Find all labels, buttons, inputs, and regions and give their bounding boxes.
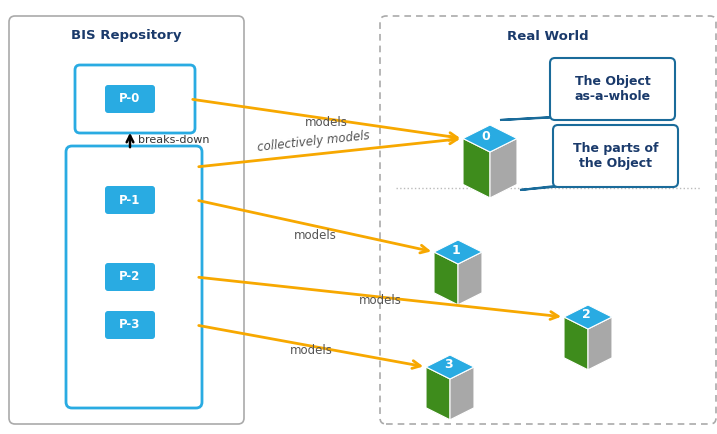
FancyBboxPatch shape [380, 16, 716, 424]
Polygon shape [520, 182, 607, 190]
Polygon shape [426, 355, 474, 379]
Polygon shape [564, 317, 588, 370]
Polygon shape [426, 367, 450, 420]
Polygon shape [500, 115, 603, 120]
Text: breaks-down: breaks-down [138, 135, 209, 145]
Text: models: models [293, 229, 336, 242]
Text: 1: 1 [452, 243, 461, 256]
Polygon shape [490, 138, 517, 198]
Polygon shape [458, 252, 482, 305]
Polygon shape [450, 367, 474, 420]
FancyBboxPatch shape [9, 16, 244, 424]
FancyBboxPatch shape [553, 125, 678, 187]
Text: P-3: P-3 [119, 319, 141, 332]
Text: models: models [290, 344, 333, 357]
Polygon shape [564, 305, 612, 329]
Text: 3: 3 [444, 358, 452, 372]
FancyBboxPatch shape [105, 263, 155, 291]
Text: P-2: P-2 [119, 270, 141, 283]
Polygon shape [588, 317, 612, 370]
FancyBboxPatch shape [66, 146, 202, 408]
Text: P-0: P-0 [119, 92, 141, 105]
Text: models: models [358, 294, 402, 307]
Text: 2: 2 [582, 309, 591, 322]
Text: 0: 0 [481, 130, 490, 143]
Text: collectively models: collectively models [257, 129, 371, 154]
Text: The parts of
the Object: The parts of the Object [573, 142, 658, 170]
Polygon shape [434, 240, 482, 264]
FancyBboxPatch shape [105, 186, 155, 214]
FancyBboxPatch shape [105, 311, 155, 339]
FancyBboxPatch shape [550, 58, 675, 120]
FancyBboxPatch shape [105, 85, 155, 113]
Polygon shape [434, 252, 458, 305]
FancyBboxPatch shape [75, 65, 195, 133]
Text: BIS Repository: BIS Repository [71, 30, 181, 43]
Text: Real World: Real World [507, 30, 589, 43]
Text: The Object
as-a-whole: The Object as-a-whole [574, 75, 650, 103]
Text: models: models [305, 115, 348, 128]
Text: P-1: P-1 [119, 194, 141, 207]
Polygon shape [463, 125, 517, 152]
Polygon shape [463, 138, 490, 198]
